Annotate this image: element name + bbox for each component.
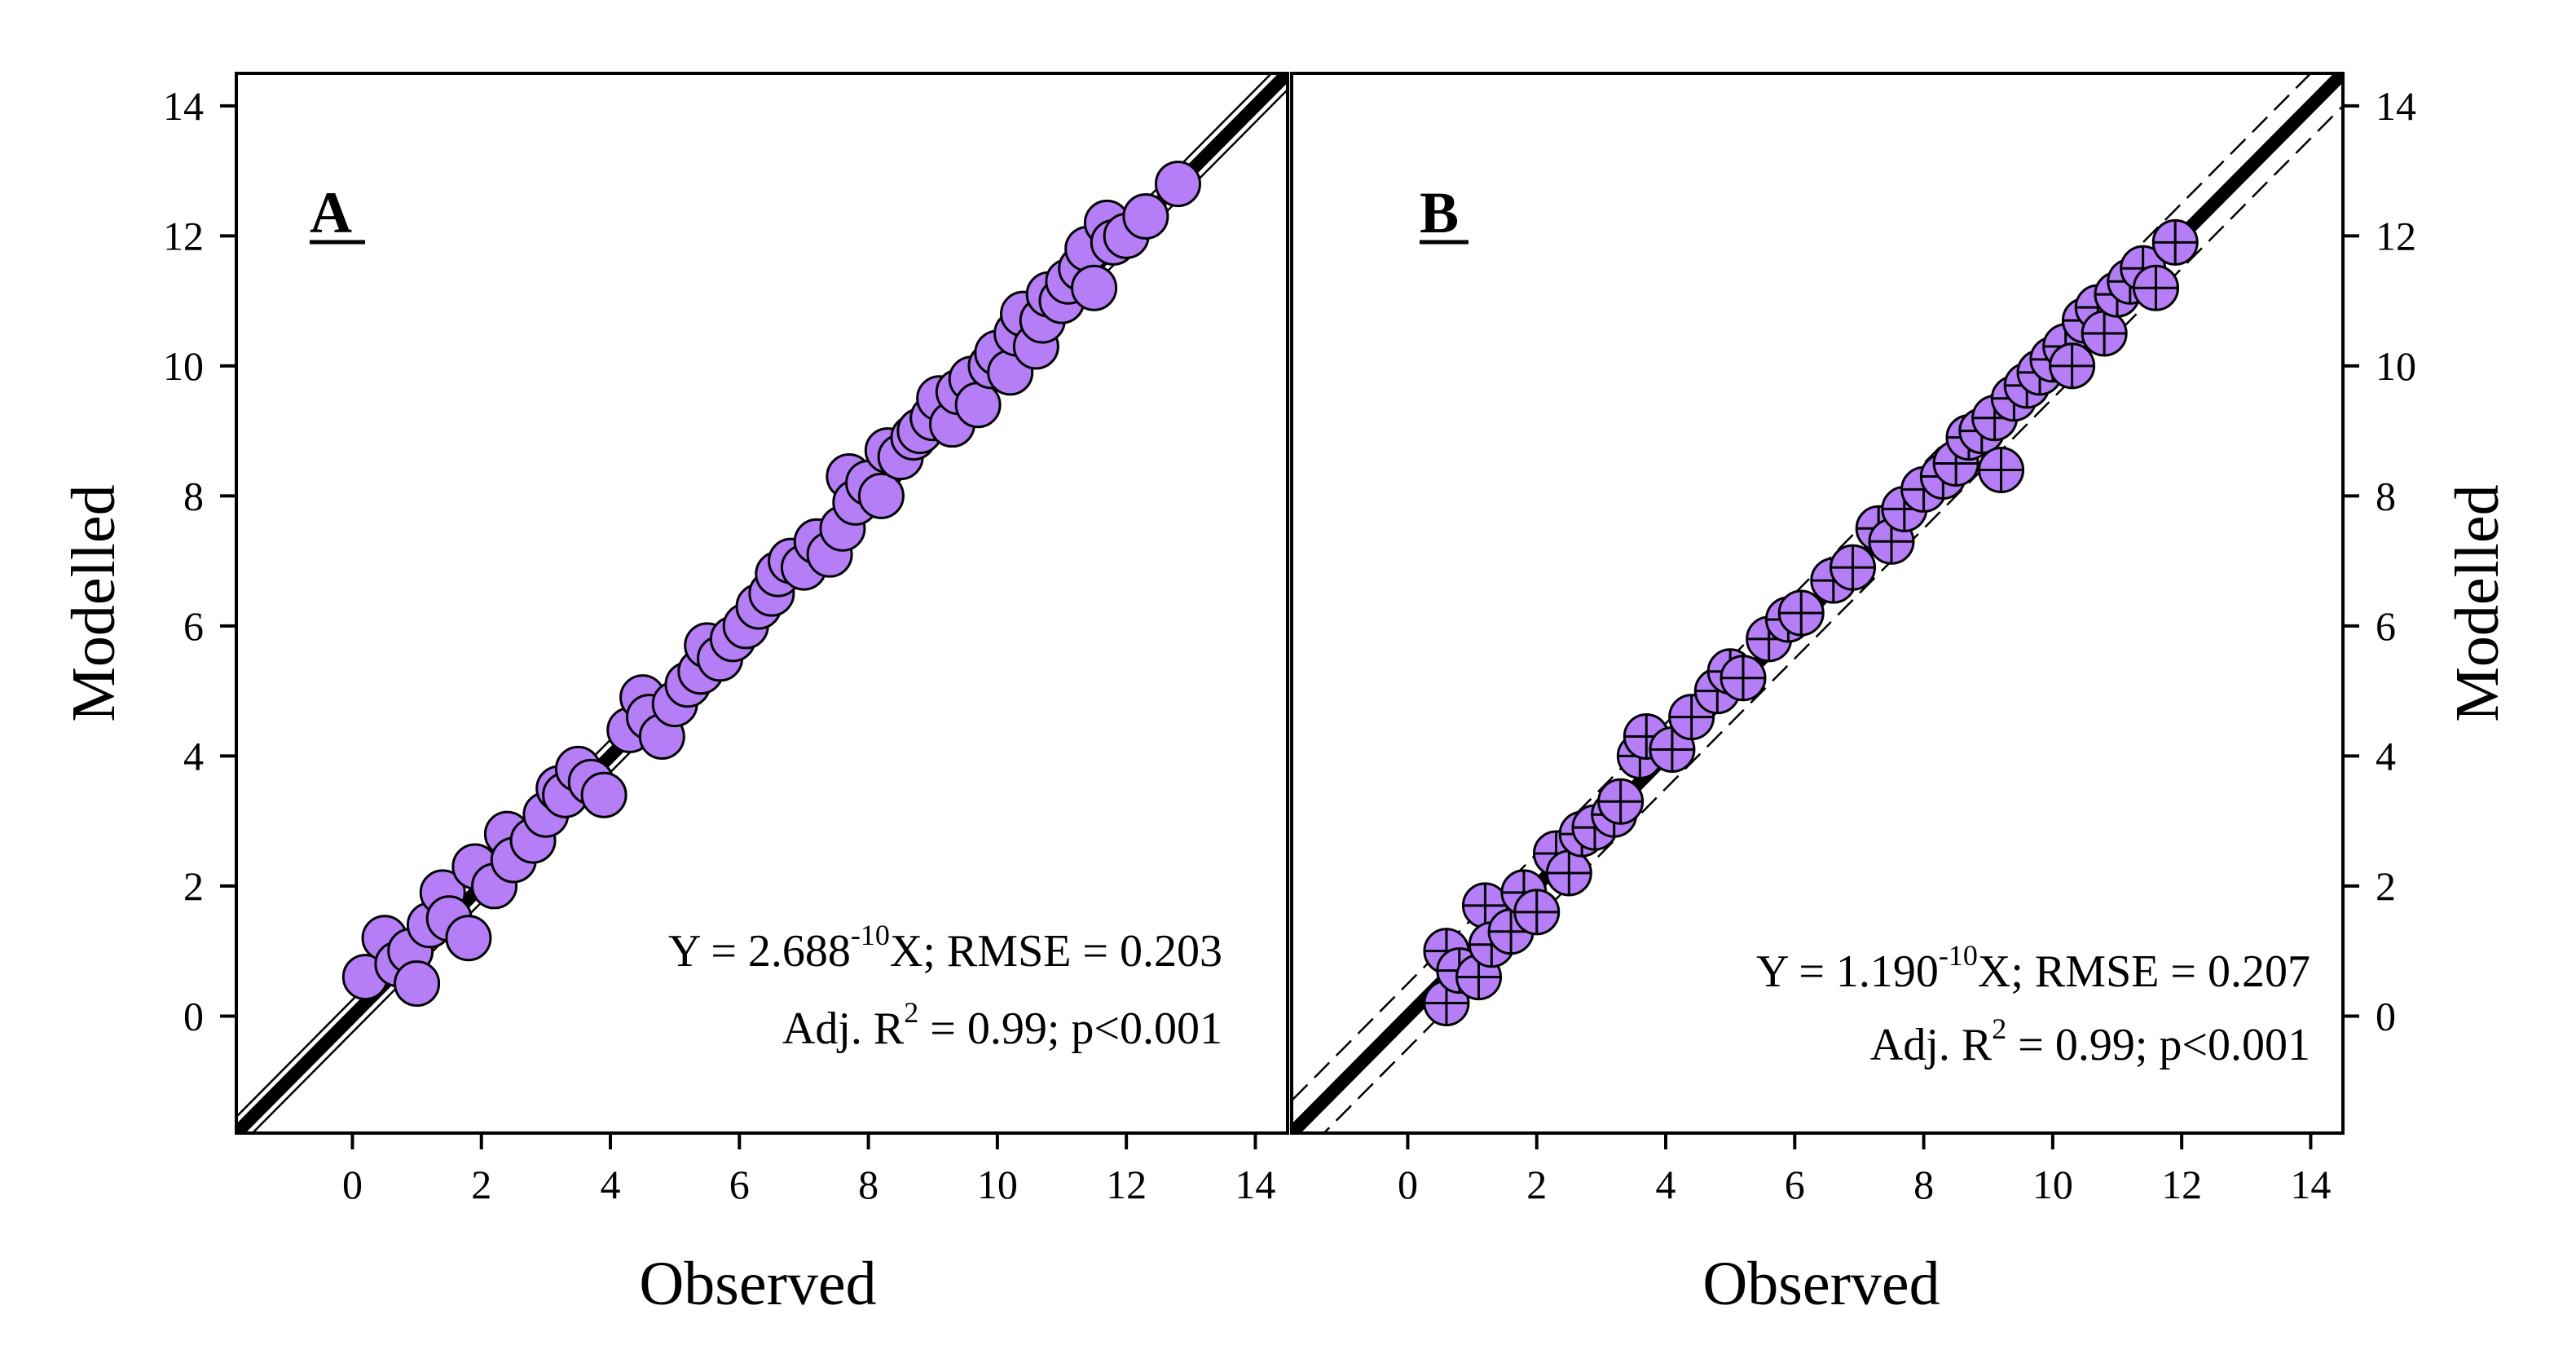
panel-b-ref-line-2 [1322, 104, 2343, 1133]
panel-b-x-tick-label: 10 [2032, 1162, 2073, 1207]
panel-b-y-tick-label: 6 [2376, 603, 2396, 649]
panel-a-x-tick-label: 10 [977, 1162, 1018, 1207]
panel-a-point [580, 771, 627, 818]
panel-a-x-tick-label: 8 [858, 1162, 878, 1207]
panel-a-point-marker [857, 472, 905, 519]
panel-a-y-tick-label: 4 [183, 733, 204, 778]
panel-b-x-tick-label: 4 [1656, 1162, 1676, 1207]
panel-b-point [1513, 889, 1561, 936]
panel-a-y-tick-label: 2 [183, 863, 204, 909]
panel-b-x-tick-label: 2 [1526, 1162, 1547, 1207]
panel-a-frame [235, 72, 1289, 1135]
panel-b-y-tick-label: 0 [2376, 993, 2396, 1039]
panel-b-point [2049, 342, 2096, 390]
panel-a-x-tick-label: 12 [1106, 1162, 1147, 1207]
panel-b-frame [1290, 72, 2345, 1135]
panel-a-stat-line-1: Y = 2.688-10X; RMSE = 0.203 [668, 919, 1222, 977]
panel-b-stat-line-1: Y = 1.190-10X; RMSE = 0.207 [1756, 939, 2310, 997]
panel-b-x-tick-label: 12 [2161, 1162, 2202, 1207]
panel-b-x-tick-label: 8 [1913, 1162, 1934, 1207]
panel-a-label: A [310, 180, 352, 245]
panel-b-y-tick-label: 4 [2376, 733, 2396, 778]
panel-a: 0 2 4 6 8 10 12 14 0 2 4 6 8 10 12 14 A Y = 2.688-10X; … [59, 72, 1289, 1318]
panel-b-y-axis-title: Modelled [2443, 484, 2512, 721]
panel-a-y-tick-label: 8 [183, 473, 204, 518]
panel-a-point [445, 915, 492, 962]
panel-a-x-tick-label: 0 [342, 1162, 363, 1207]
panel-b-x-axis-title: Observed [1702, 1250, 1940, 1318]
panel-b-point [1978, 447, 2025, 494]
panel-b-point [2081, 310, 2128, 357]
panel-a-x-axis-title: Observed [639, 1250, 876, 1318]
panel-b-y-tick-label: 12 [2376, 213, 2416, 258]
panel-a-point-marker [1154, 161, 1201, 208]
panel-b-point [1545, 849, 1592, 897]
panel-a-x-tick-label: 2 [471, 1162, 491, 1207]
panel-b-point [2132, 264, 2179, 311]
panel-b-stat-line-2: Adj. R2 = 0.99; p<0.001 [1870, 1012, 2310, 1070]
panel-a-y-tick-label: 6 [183, 603, 204, 649]
panel-b-y-tick-label: 8 [2376, 473, 2396, 518]
panel-b-x-tick-label: 0 [1398, 1162, 1418, 1207]
panel-a-point-marker [1071, 264, 1118, 311]
panel-a-point [394, 960, 441, 1008]
panel-b-point [2151, 218, 2199, 266]
panel-b-ticks: 0 2 4 6 8 10 12 14 0 2 4 6 8 10 12 14 [1398, 83, 2416, 1207]
panel-a-point-marker [394, 960, 441, 1008]
panel-b-y-tick-label: 2 [2376, 863, 2396, 909]
panel-a-x-tick-label: 14 [1235, 1162, 1275, 1207]
panel-a-y-tick-label: 12 [163, 213, 204, 258]
panel-a-x-tick-label: 6 [729, 1162, 750, 1207]
panel-b-x-tick-label: 6 [1785, 1162, 1805, 1207]
panel-b-point [1777, 589, 1825, 637]
panel-b-point [1830, 544, 1877, 591]
panel-b-y-tick-label: 14 [2376, 83, 2416, 129]
panel-a-point-marker [445, 915, 492, 962]
panel-a-point [1154, 161, 1201, 208]
panel-b-points [1423, 218, 2199, 1026]
panel-b-label: B [1420, 180, 1459, 245]
panel-a-point-marker [1122, 192, 1169, 240]
panel-a-ticks: 0 2 4 6 8 10 12 14 0 2 4 6 8 10 12 14 [163, 83, 1275, 1207]
panel-a-y-axis-title: Modelled [59, 484, 128, 721]
panel-a-point-marker [954, 382, 1002, 429]
panel-a-stat-line-2: Adj. R2 = 0.99; p<0.001 [782, 996, 1222, 1054]
panel-b: 0 2 4 6 8 10 12 14 0 2 4 6 8 10 12 14 B Y = 1.190-10X; … [1290, 72, 2512, 1318]
panel-b-y-tick-label: 10 [2376, 343, 2416, 389]
panel-b-x-tick-label: 14 [2290, 1162, 2331, 1207]
panel-a-x-tick-label: 4 [601, 1162, 621, 1207]
panel-a-y-tick-label: 10 [163, 343, 204, 389]
panel-b-point [1720, 655, 1767, 702]
panel-b-point [1597, 778, 1645, 825]
panel-a-point [954, 382, 1002, 429]
panel-a-point [1071, 264, 1118, 311]
panel-a-point-marker [580, 771, 627, 818]
panel-a-points [341, 161, 1201, 1008]
panel-a-point [857, 472, 905, 519]
panel-a-y-tick-label: 0 [183, 993, 204, 1039]
panel-a-y-tick-label: 14 [163, 83, 204, 129]
panel-a-point [1122, 192, 1169, 240]
